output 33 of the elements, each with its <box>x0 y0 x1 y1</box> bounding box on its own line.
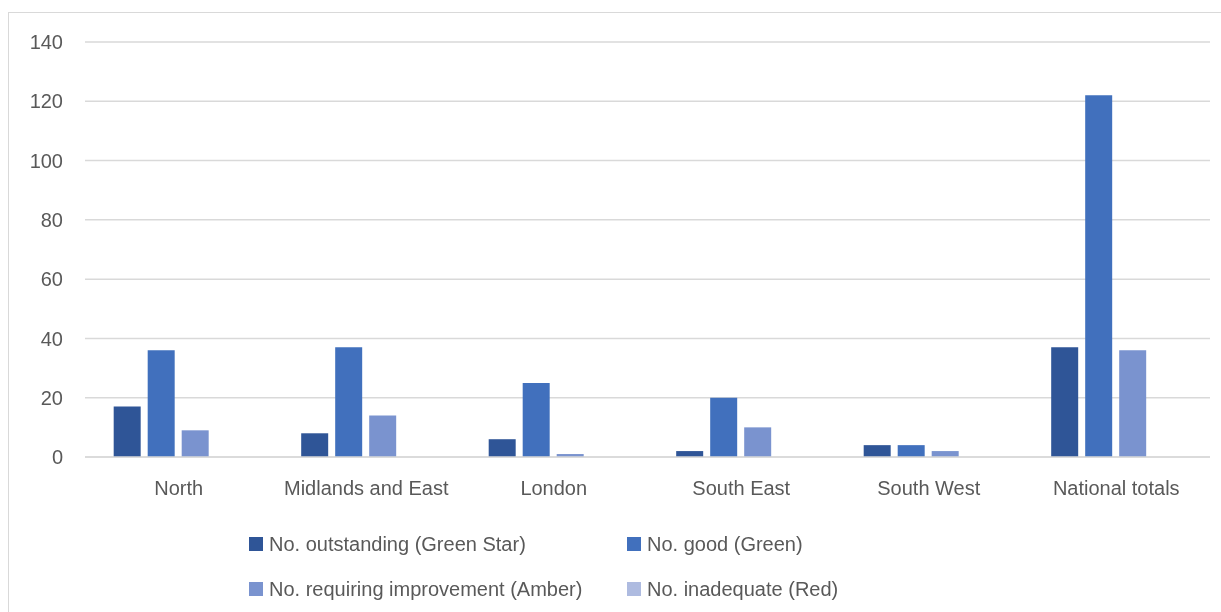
bar <box>744 427 772 457</box>
x-tick-label: South West <box>877 477 981 500</box>
bar <box>147 350 175 457</box>
bar <box>488 439 516 457</box>
x-tick-label: London <box>520 477 588 500</box>
bar <box>1119 350 1147 457</box>
bar <box>301 433 329 457</box>
x-tick-label: North <box>154 477 204 500</box>
y-tick-label: 20 <box>40 386 63 409</box>
legend-label: No. outstanding (Green Star) <box>269 532 526 556</box>
x-tick-label: National totals <box>1052 477 1180 500</box>
bar <box>522 382 550 457</box>
legend-label: No. requiring improvement (Amber) <box>269 577 583 601</box>
x-tick-label: South East <box>692 477 791 500</box>
x-tick-label: Midlands and East <box>283 477 449 500</box>
bar <box>113 406 141 457</box>
bar <box>181 430 209 457</box>
bar <box>335 347 363 457</box>
bar <box>1051 347 1079 457</box>
bar <box>369 415 397 457</box>
y-tick-label: 0 <box>51 446 63 469</box>
y-tick-label: 40 <box>40 327 63 350</box>
bar <box>897 445 925 457</box>
y-tick-label: 60 <box>40 268 63 291</box>
legend-label: No. inadequate (Red) <box>647 577 839 601</box>
bar <box>863 445 891 457</box>
y-tick-label: 80 <box>40 208 63 231</box>
bar <box>1085 95 1113 457</box>
y-tick-label: 120 <box>29 90 63 113</box>
legend-label: No. good (Green) <box>647 532 803 556</box>
bar <box>710 397 738 457</box>
y-tick-label: 100 <box>29 149 63 172</box>
y-tick-label: 140 <box>29 31 63 54</box>
